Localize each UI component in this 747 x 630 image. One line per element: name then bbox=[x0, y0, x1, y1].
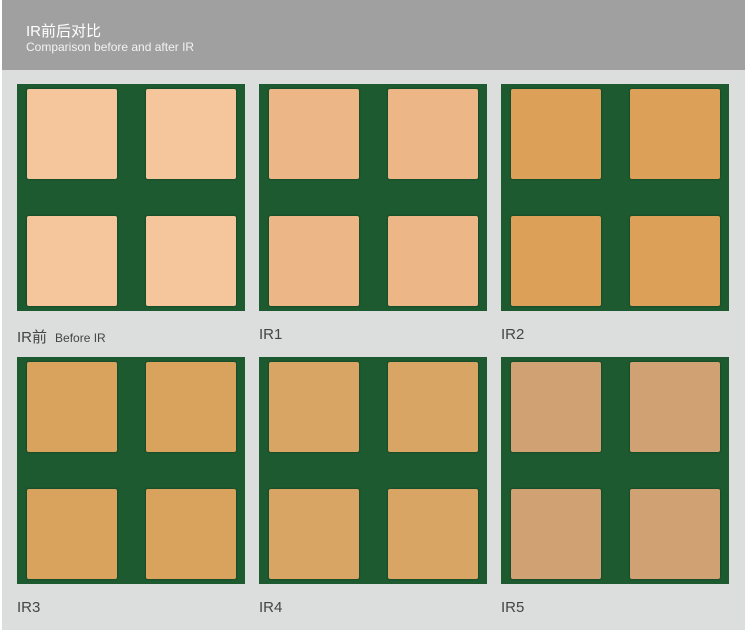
panel-label-text: IR2 bbox=[501, 326, 525, 343]
panel-label-text: IR5 bbox=[501, 599, 525, 616]
panel-label: IR2 bbox=[501, 326, 524, 343]
panel-label: IR5 bbox=[501, 599, 524, 616]
header: IR前后对比 Comparison before and after IR bbox=[2, 0, 745, 70]
copper-pad bbox=[630, 362, 720, 452]
page-subtitle: Comparison before and after IR bbox=[26, 40, 195, 54]
panel-label-text: IR4 bbox=[259, 599, 283, 616]
comparison-panel: IR4 bbox=[259, 357, 487, 616]
copper-pad bbox=[388, 489, 478, 579]
copper-pad bbox=[269, 216, 359, 306]
copper-pad bbox=[146, 362, 236, 452]
pcb-photo bbox=[501, 84, 729, 311]
copper-pad bbox=[511, 89, 601, 179]
panel-label-text: IR3 bbox=[17, 599, 41, 616]
comparison-panel: IR5 bbox=[501, 357, 729, 616]
comparison-panel: IR前 Before IR bbox=[17, 84, 245, 346]
copper-pad bbox=[269, 362, 359, 452]
panel-label: IR3 bbox=[17, 599, 40, 616]
copper-pad bbox=[388, 216, 478, 306]
panel-label-text: IR前 bbox=[17, 329, 48, 346]
copper-pad bbox=[511, 216, 601, 306]
comparison-panel: IR3 bbox=[17, 357, 245, 616]
copper-pad bbox=[511, 489, 601, 579]
copper-pad bbox=[388, 89, 478, 179]
comparison-panel: IR2 bbox=[501, 84, 729, 343]
copper-pad bbox=[146, 489, 236, 579]
panel-label: IR前 Before IR bbox=[17, 326, 106, 347]
pcb-photo bbox=[259, 84, 487, 311]
copper-pad bbox=[27, 216, 117, 306]
copper-pad bbox=[388, 362, 478, 452]
copper-pad bbox=[511, 362, 601, 452]
panel-sublabel: Before IR bbox=[55, 331, 106, 345]
pcb-photo bbox=[501, 357, 729, 584]
copper-pad bbox=[269, 89, 359, 179]
copper-pad bbox=[269, 489, 359, 579]
panel-label: IR4 bbox=[259, 599, 282, 616]
copper-pad bbox=[146, 216, 236, 306]
panel-label-text: IR1 bbox=[259, 326, 283, 343]
pcb-photo bbox=[17, 84, 245, 311]
page-title: IR前后对比 bbox=[26, 23, 102, 40]
copper-pad bbox=[630, 89, 720, 179]
comparison-panel: IR1 bbox=[259, 84, 487, 343]
copper-pad bbox=[27, 89, 117, 179]
copper-pad bbox=[630, 216, 720, 306]
copper-pad bbox=[630, 489, 720, 579]
pcb-photo bbox=[17, 357, 245, 584]
panel-label: IR1 bbox=[259, 326, 282, 343]
pcb-photo bbox=[259, 357, 487, 584]
copper-pad bbox=[27, 489, 117, 579]
copper-pad bbox=[146, 89, 236, 179]
copper-pad bbox=[27, 362, 117, 452]
